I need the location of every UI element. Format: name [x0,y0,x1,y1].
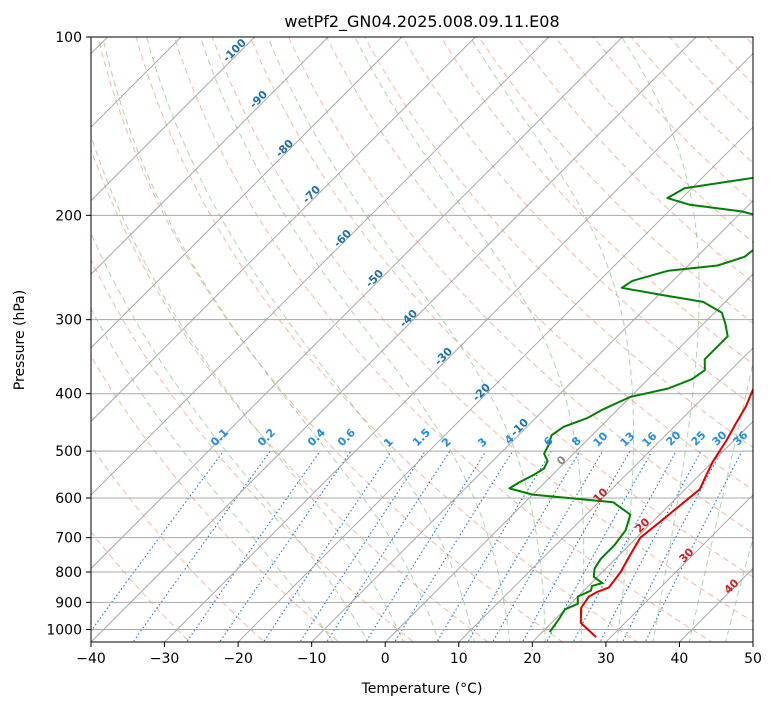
y-tick-label: 700 [55,531,82,547]
dry-adiabat-label: -60 [331,227,354,250]
y-tick-label: 500 [55,444,82,460]
isotherm [520,24,775,654]
mixing-ratio-line [218,451,351,644]
dry-adiabat-label: -90 [247,88,270,111]
dry-adiabat-label: -10 [508,416,531,439]
mixing-ratio-line [325,451,450,644]
isotherm [0,24,194,654]
moist-adiabat-label: 30 [677,545,697,565]
dry-adiabat [136,37,656,654]
moist-adiabat [66,37,405,644]
dry-adiabat [174,37,731,654]
y-tick-label: 900 [55,595,82,611]
dry-adiabat [98,37,580,654]
mixing-ratio-label: 0.2 [255,426,278,449]
mixing-ratio-label: 1.5 [410,426,433,449]
mixing-ratio-label: 25 [689,429,709,449]
moist-adiabat [689,37,775,644]
x-tick-label: 40 [671,651,689,667]
y-tick-label: 300 [55,313,82,329]
isotherm [0,24,562,654]
mixing-ratio-label: 0.4 [305,426,328,449]
dry-adiabat [555,37,775,654]
mixing-ratio-label: 20 [664,428,684,448]
mixing-ratio-line [644,451,742,644]
y-tick-label: 400 [55,387,82,403]
x-tick-label: 30 [597,651,615,667]
y-tick-label: 600 [55,491,82,507]
mixing-ratio-line [364,451,486,644]
moist-adiabat [6,37,334,644]
mixing-ratio-label: 16 [640,429,660,449]
x-tick-label: 20 [523,651,541,667]
dry-adiabat-label: -50 [363,267,386,290]
dry-adiabat [250,37,775,654]
isotherm [226,24,775,654]
y-tick-label: 200 [55,208,82,224]
dry-adiabat [517,37,775,654]
mixing-ratio-line [81,451,224,644]
x-tick-label: −10 [297,651,327,667]
mixing-ratio-label: 13 [618,430,638,450]
x-tick-label: 50 [744,651,762,667]
y-tick-label: 100 [55,30,82,46]
isotherm [741,24,775,654]
pressure-grid [91,37,753,629]
mixing-ratio-label: 30 [710,428,730,448]
x-tick-label: −30 [150,651,180,667]
isotherm [0,24,415,654]
x-tick-label: −20 [223,651,253,667]
dry-adiabat-label: -80 [273,137,296,160]
dry-adiabat-label: -40 [397,307,420,330]
isotherm [373,24,775,654]
dry-adiabat-label: -20 [470,381,493,404]
dry-adiabat-label: -100 [220,36,249,65]
moist-adiabat [470,37,633,644]
moist-adiabat [103,37,440,644]
x-axis-label: Temperature (°C) [361,681,483,697]
isotherm [300,24,775,654]
dry-adiabat [0,37,353,654]
dry-adiabat [365,37,775,654]
mixing-ratio-label: 2 [439,435,454,450]
profiles [509,37,775,637]
mixing-ratio-label: 1 [381,435,396,450]
dry-adiabat [22,37,429,654]
y-tick-label: 1000 [46,622,82,638]
moist-adiabat-label: 40 [722,576,742,596]
dry-adiabat-label: -30 [432,345,455,368]
moist-adiabat [725,37,775,644]
chart-title: wetPf2_GN04.2025.008.09.11.E08 [284,12,559,32]
x-tick-label: 0 [381,651,390,667]
mixing-ratio-label: 6 [541,434,556,449]
background-lines [0,24,775,654]
moist-adiabat [355,37,584,644]
x-tick-label: −40 [76,651,106,667]
mixing-ratio-label: 3 [475,435,490,450]
mixing-ratio-label: 10 [591,429,611,449]
dry-adiabat-label: -70 [300,183,323,206]
mixing-ratio-label: 0.1 [208,426,231,449]
temperature-profile-line [581,37,775,637]
isotherm [0,24,489,654]
mixing-ratio-label: 0.6 [335,426,358,449]
dry-adiabat [288,37,775,654]
dry-adiabat [212,37,775,654]
y-tick-label: 800 [55,565,82,581]
x-tick-label: 10 [450,651,468,667]
isotherm [0,24,341,654]
moist-adiabat-label: 20 [633,515,653,535]
mixing-ratio-line [572,451,676,644]
y-axis-label: Pressure (hPa) [12,290,28,390]
mixing-ratio-label: 36 [731,428,751,448]
